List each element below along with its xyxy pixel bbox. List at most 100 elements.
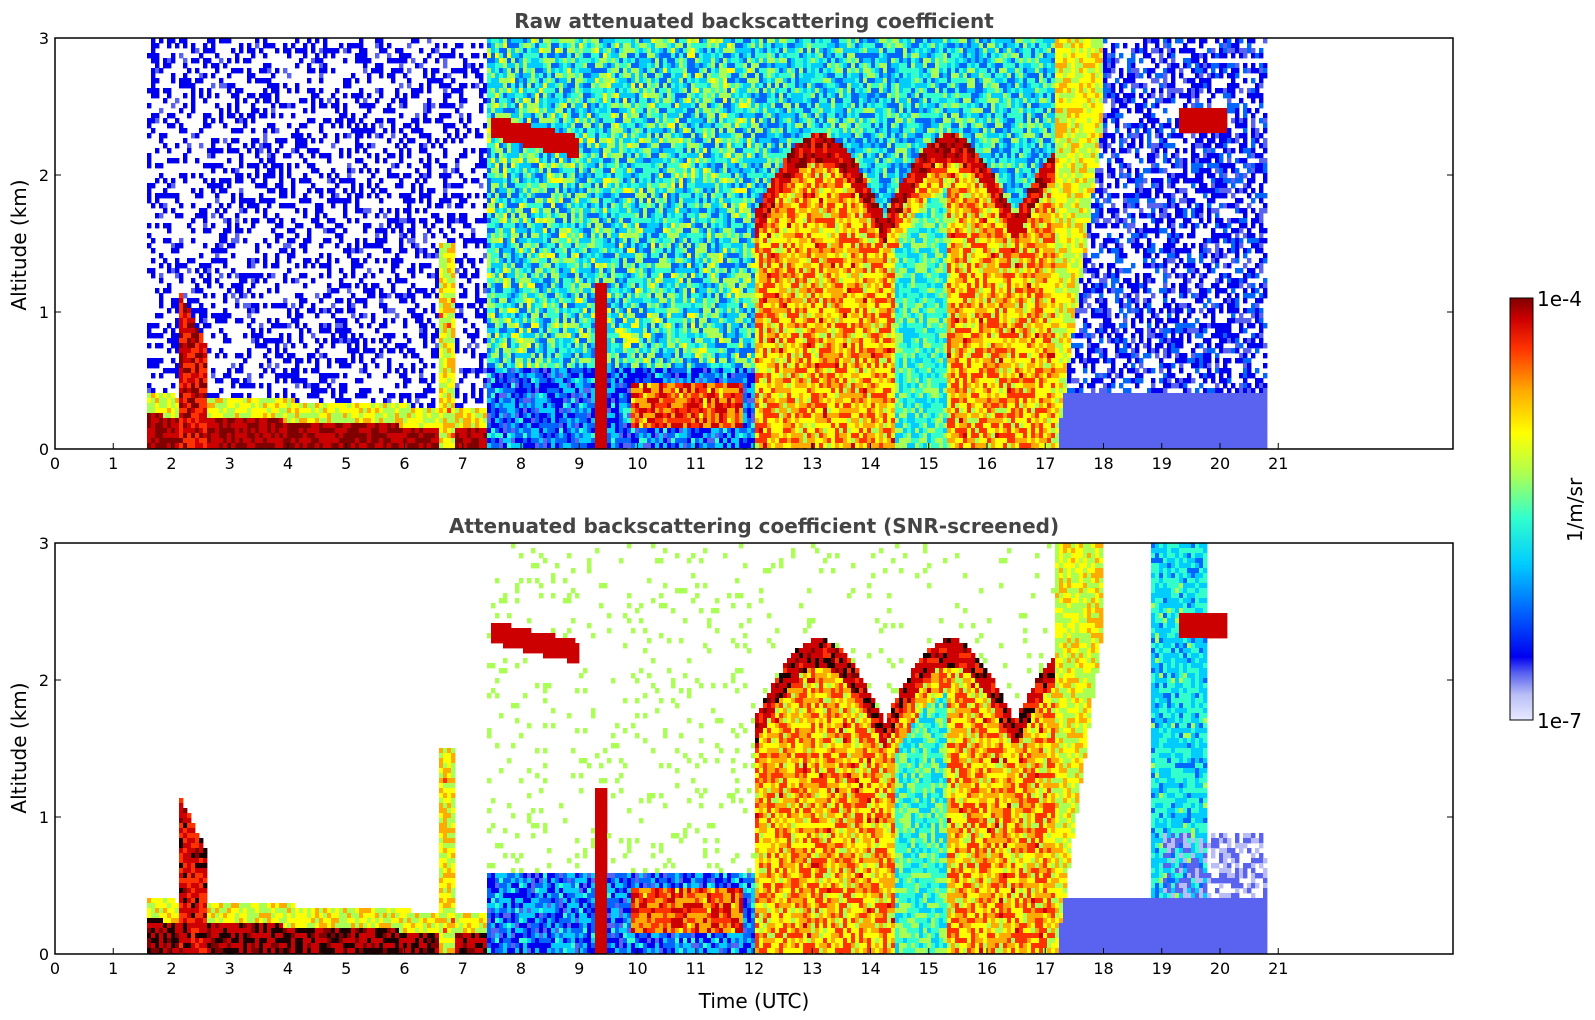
heatmap-cell (427, 263, 432, 269)
heatmap-cell (327, 158, 332, 164)
heatmap-cell (495, 388, 500, 394)
heatmap-cell (211, 153, 216, 159)
heatmap-cell (559, 138, 564, 144)
heatmap-cell (551, 133, 556, 139)
heatmap-cell (267, 168, 272, 174)
heatmap-cell (511, 363, 516, 369)
heatmap-cell (567, 113, 572, 119)
heatmap-cell (515, 143, 520, 149)
heatmap-cell (463, 433, 468, 439)
heatmap-cell (179, 293, 184, 299)
heatmap-cell (235, 223, 240, 229)
heatmap-cell (499, 238, 504, 244)
heatmap-cell (539, 68, 544, 74)
heatmap-cell (523, 418, 528, 424)
heatmap-cell (271, 408, 276, 414)
heatmap-cell (567, 363, 572, 369)
heatmap-cell (151, 388, 156, 394)
heatmap-cell (211, 433, 216, 439)
heatmap-cell (543, 203, 548, 209)
heatmap-cell (563, 153, 568, 159)
heatmap-cell (487, 168, 492, 174)
heatmap-cell (531, 433, 536, 439)
heatmap-cell (311, 58, 316, 64)
heatmap-cell (487, 53, 492, 59)
heatmap-cell (151, 333, 156, 339)
heatmap-cell (507, 283, 512, 289)
heatmap-cell (347, 403, 352, 409)
heatmap-cell (443, 113, 448, 119)
heatmap-cell (399, 238, 404, 244)
heatmap-cell (171, 328, 176, 334)
heatmap-cell (319, 438, 324, 444)
heatmap-cell (495, 73, 500, 79)
heatmap-cell (171, 393, 176, 399)
heatmap-cell (487, 428, 492, 434)
heatmap-cell (319, 223, 324, 229)
heatmap-cell (495, 203, 500, 209)
heatmap-cell (503, 143, 508, 149)
heatmap-cell (503, 393, 508, 399)
heatmap-cell (479, 423, 484, 429)
heatmap-cell (247, 433, 252, 439)
heatmap-cell (167, 428, 172, 434)
heatmap-cell (443, 83, 448, 89)
heatmap-cell (463, 368, 468, 374)
heatmap-cell (535, 273, 540, 279)
heatmap-cell (147, 233, 152, 239)
heatmap-cell (563, 103, 568, 109)
heatmap-cell (503, 168, 508, 174)
heatmap-cell (451, 298, 456, 304)
heatmap-cell (407, 83, 412, 89)
heatmap-cell (471, 63, 476, 69)
heatmap-cell (507, 93, 512, 99)
heatmap-cell (263, 418, 268, 424)
heatmap-cell (503, 118, 508, 124)
heatmap-cell (563, 248, 568, 254)
heatmap-cell (367, 78, 372, 84)
heatmap-cell (335, 198, 340, 204)
heatmap-cell (259, 418, 264, 424)
heatmap-cell (203, 318, 208, 324)
heatmap-cell (307, 328, 312, 334)
heatmap-cell (523, 93, 528, 99)
heatmap-cell (151, 248, 156, 254)
heatmap-cell (535, 158, 540, 164)
heatmap-cell (503, 98, 508, 104)
heatmap-cell (487, 328, 492, 334)
heatmap-cell (487, 173, 492, 179)
heatmap-cell (419, 428, 424, 434)
heatmap-cell (495, 233, 500, 239)
heatmap-cell (263, 438, 268, 444)
heatmap-cell (519, 148, 524, 154)
heatmap-cell (551, 283, 556, 289)
heatmap-cell (191, 363, 196, 369)
heatmap-cell (523, 403, 528, 409)
heatmap-cell (351, 178, 356, 184)
heatmap-cell (515, 368, 520, 374)
heatmap-cell (335, 373, 340, 379)
heatmap-cell (259, 198, 264, 204)
heatmap-cell (543, 278, 548, 284)
heatmap-cell (295, 313, 300, 319)
heatmap-cell (447, 433, 452, 439)
heatmap-cell (555, 118, 560, 124)
heatmap-cell (411, 223, 416, 229)
heatmap-cell (331, 228, 336, 234)
heatmap-cell (339, 268, 344, 274)
heatmap-cell (551, 98, 556, 104)
heatmap-cell (335, 288, 340, 294)
heatmap-cell (463, 288, 468, 294)
heatmap-cell (535, 248, 540, 254)
heatmap-cell (311, 403, 316, 409)
heatmap-cell (555, 323, 560, 329)
heatmap-cell (359, 43, 364, 49)
heatmap-cell (167, 268, 172, 274)
heatmap-cell (419, 218, 424, 224)
heatmap-cell (371, 358, 376, 364)
heatmap-cell (395, 408, 400, 414)
heatmap-cell (235, 443, 240, 449)
heatmap-cell (179, 398, 184, 404)
heatmap-cell (311, 408, 316, 414)
heatmap-cell (543, 58, 548, 64)
